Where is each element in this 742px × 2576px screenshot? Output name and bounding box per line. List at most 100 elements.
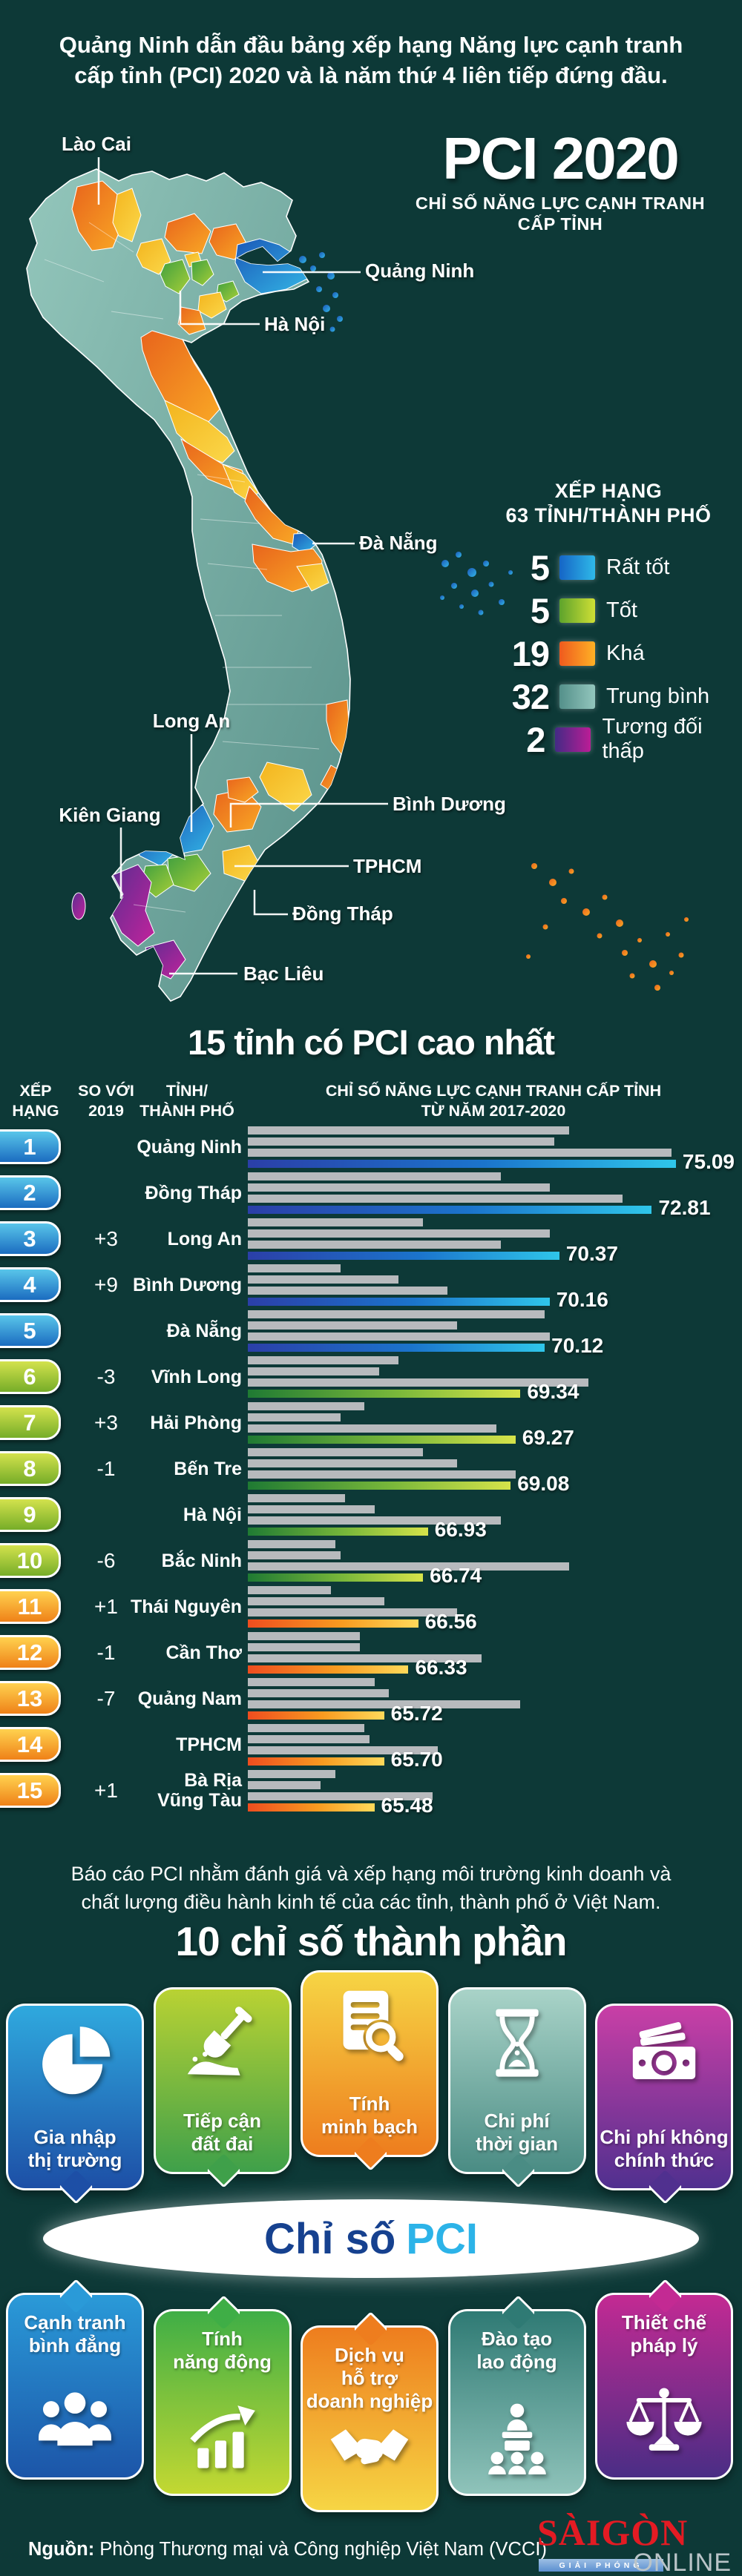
components-title: 10 chỉ số thành phần <box>175 1918 567 1964</box>
legend-label: Rất tốt <box>606 555 670 579</box>
training-icon <box>477 2398 557 2482</box>
rank-badge: 1 <box>0 1129 61 1164</box>
saigon-giai-phong-logo: SÀIGÒN GIẢI PHÓNG ONLINE <box>537 2511 732 2576</box>
pci-2020-value: 70.16 <box>556 1287 608 1311</box>
history-bar <box>248 1735 370 1743</box>
rank-badge: 15 <box>0 1773 61 1808</box>
province-name: Long An <box>167 1228 242 1249</box>
rank-badge: 6 <box>0 1359 61 1394</box>
history-bar <box>248 1516 502 1525</box>
history-bar <box>248 1287 447 1295</box>
phu-quoc-island <box>71 892 86 920</box>
bar-group: 65.70 <box>248 1724 735 1771</box>
pci-2020-value: 70.37 <box>565 1241 618 1265</box>
history-bar <box>248 1586 331 1594</box>
pci-2020-value: 69.34 <box>527 1379 580 1403</box>
brand-subtitle-line1: CHỈ SỐ NĂNG LỰC CẠNH TRANH <box>415 194 706 213</box>
history-bar <box>248 1792 433 1800</box>
province-name: Hải Phòng <box>150 1412 242 1433</box>
history-bar <box>248 1183 550 1192</box>
map-label-long-an: Long An <box>152 710 231 732</box>
province-name: Đà Nẵng <box>166 1320 242 1341</box>
component-card-pie-chart: Gia nhập thị trường <box>6 2004 144 2205</box>
card-label: Gia nhập thị trường <box>27 2126 122 2171</box>
legend-swatch <box>555 727 591 752</box>
history-bar <box>248 1654 482 1662</box>
source-label: Nguồn: <box>28 2539 95 2560</box>
card-pointer <box>500 2153 536 2188</box>
card-label: Cạnh tranh bình đẳng <box>24 2311 126 2357</box>
pci-2020-value: 66.93 <box>434 1517 487 1541</box>
history-bar <box>248 1643 360 1651</box>
northeast-islands <box>299 252 343 332</box>
vs-2019-value: +1 <box>94 1779 118 1802</box>
report-description-line2: chất lượng điều hành kinh tế của các tỉn… <box>81 1891 661 1913</box>
history-bar <box>248 1632 360 1640</box>
bar-group: 69.08 <box>248 1448 735 1495</box>
report-description: Báo cáo PCI nhằm đánh giá và xếp hạng mô… <box>0 1860 742 1916</box>
chart-row-15: 15 +1 Bà Rịa Vũng Tàu 65.48 <box>0 1769 742 1817</box>
truong-sa-islands <box>526 863 689 991</box>
rank-badge: 10 <box>0 1543 61 1578</box>
pci-2020-bar <box>248 1390 521 1398</box>
page-title: Quảng Ninh dẫn đầu bảng xếp hạng Năng lự… <box>0 30 742 90</box>
map-leader-lines <box>97 157 388 975</box>
history-bar <box>248 1149 672 1157</box>
column-header-vs2019: SO VỚI 2019 <box>78 1082 134 1120</box>
component-card-shovel: Tiếp cận đất đai <box>153 1987 292 2188</box>
history-bar <box>248 1413 341 1421</box>
pci-2020-bar <box>248 1528 428 1536</box>
history-bar <box>248 1678 375 1686</box>
pci-2020-bar <box>248 1573 424 1582</box>
card-pointer <box>648 2170 683 2205</box>
rank-badge: 8 <box>0 1451 61 1486</box>
history-bar <box>248 1218 424 1226</box>
legend-item: 2 Tương đối thấp <box>475 715 742 763</box>
pci-2020-bar <box>248 1757 384 1766</box>
legend-label: Khá <box>606 641 645 665</box>
card-pointer <box>353 2136 388 2171</box>
legend-item: 5 Tốt <box>475 589 742 632</box>
logo-saigon-text: SÀIGÒN <box>537 2511 689 2553</box>
pci-2020-value: 66.56 <box>424 1609 477 1633</box>
legend-heading-line1: XẾP HẠNG <box>554 480 663 502</box>
vs-2019-value: -1 <box>96 1641 116 1664</box>
legend-count: 5 <box>530 590 550 630</box>
chart-row-13: 13 -7 Quảng Nam 65.72 <box>0 1677 742 1725</box>
legend-swatch <box>559 641 595 666</box>
page-title-line2: cấp tỉnh (PCI) 2020 và là năm thứ 4 liên… <box>74 62 668 88</box>
source-text: Phòng Thương mại và Công nghiệp Việt Nam… <box>94 2539 547 2560</box>
pci-2020-value: 75.09 <box>682 1149 735 1173</box>
history-bar <box>248 1356 399 1364</box>
column-header-province: TỈNH/ THÀNH PHỐ <box>139 1082 234 1120</box>
bar-group: 65.48 <box>248 1770 735 1817</box>
column-header-rank: XẾP HẠNG <box>12 1082 59 1120</box>
history-bar <box>248 1126 569 1135</box>
component-card-document-search: Tính minh bạch <box>301 1970 439 2171</box>
card-pointer <box>59 2170 93 2205</box>
pci-2020-bar <box>248 1206 652 1214</box>
pci-2020-bar <box>248 1711 384 1720</box>
history-bar <box>248 1689 390 1697</box>
pci-2020-value: 66.33 <box>415 1655 467 1679</box>
card-pointer <box>353 2311 388 2346</box>
history-bar <box>248 1540 336 1548</box>
bar-group: 66.56 <box>248 1586 735 1633</box>
brand-subtitle-line2: CẤP TỈNH <box>517 214 603 234</box>
component-card-people-group: Cạnh tranh bình đẳng <box>6 2279 144 2480</box>
legend-label: Tốt <box>606 598 637 622</box>
logo-online-text: ONLINE <box>633 2549 732 2576</box>
legend-heading-line2: 63 TỈNH/THÀNH PHỐ <box>505 504 712 526</box>
pci-2020-value: 66.74 <box>430 1563 482 1587</box>
province-name: Vĩnh Long <box>151 1366 242 1387</box>
legend-heading: XẾP HẠNG 63 TỈNH/THÀNH PHỐ <box>475 479 742 528</box>
bar-group: 70.37 <box>248 1218 735 1265</box>
legend-count: 2 <box>526 719 545 759</box>
logo-giai-phong-bar: GIẢI PHÓNG <box>539 2559 663 2572</box>
brand-title: PCI 2020 <box>442 125 680 191</box>
pci-2020-bar <box>248 1803 375 1812</box>
growth-chart-icon <box>183 2398 263 2482</box>
vs-2019-value: -3 <box>96 1365 116 1388</box>
history-bar <box>248 1746 438 1754</box>
